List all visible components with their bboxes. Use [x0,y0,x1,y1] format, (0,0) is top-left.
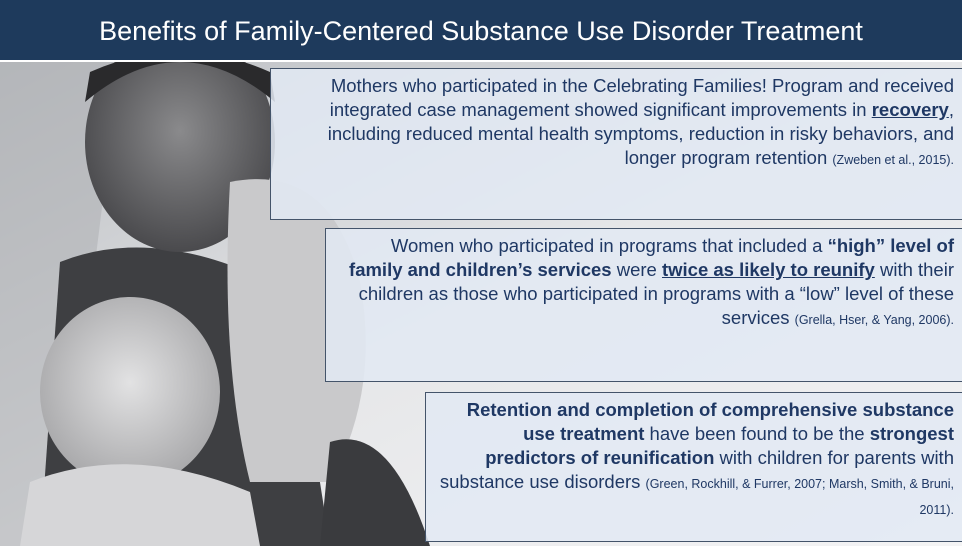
text-run: have been found to be the [644,423,869,444]
citation: (Green, Rockhill, & Furrer, 2007; Marsh,… [646,477,954,517]
citation: (Grella, Hser, & Yang, 2006). [795,313,954,327]
text-run: recovery [872,99,949,120]
text-box: Women who participated in programs that … [325,228,962,382]
citation: (Zweben et al., 2015). [832,153,954,167]
text-run: twice as likely to reunify [662,259,875,280]
text-run: were [612,259,662,280]
text-box: Mothers who participated in the Celebrat… [270,68,962,220]
text-run: Mothers who participated in the Celebrat… [330,75,954,120]
slide: Benefits of Family-Centered Substance Us… [0,0,962,546]
slide-title: Benefits of Family-Centered Substance Us… [0,0,962,62]
text-box: Retention and completion of comprehensiv… [425,392,962,542]
title-bar: Benefits of Family-Centered Substance Us… [0,0,962,62]
text-run: Women who participated in programs that … [391,235,828,256]
